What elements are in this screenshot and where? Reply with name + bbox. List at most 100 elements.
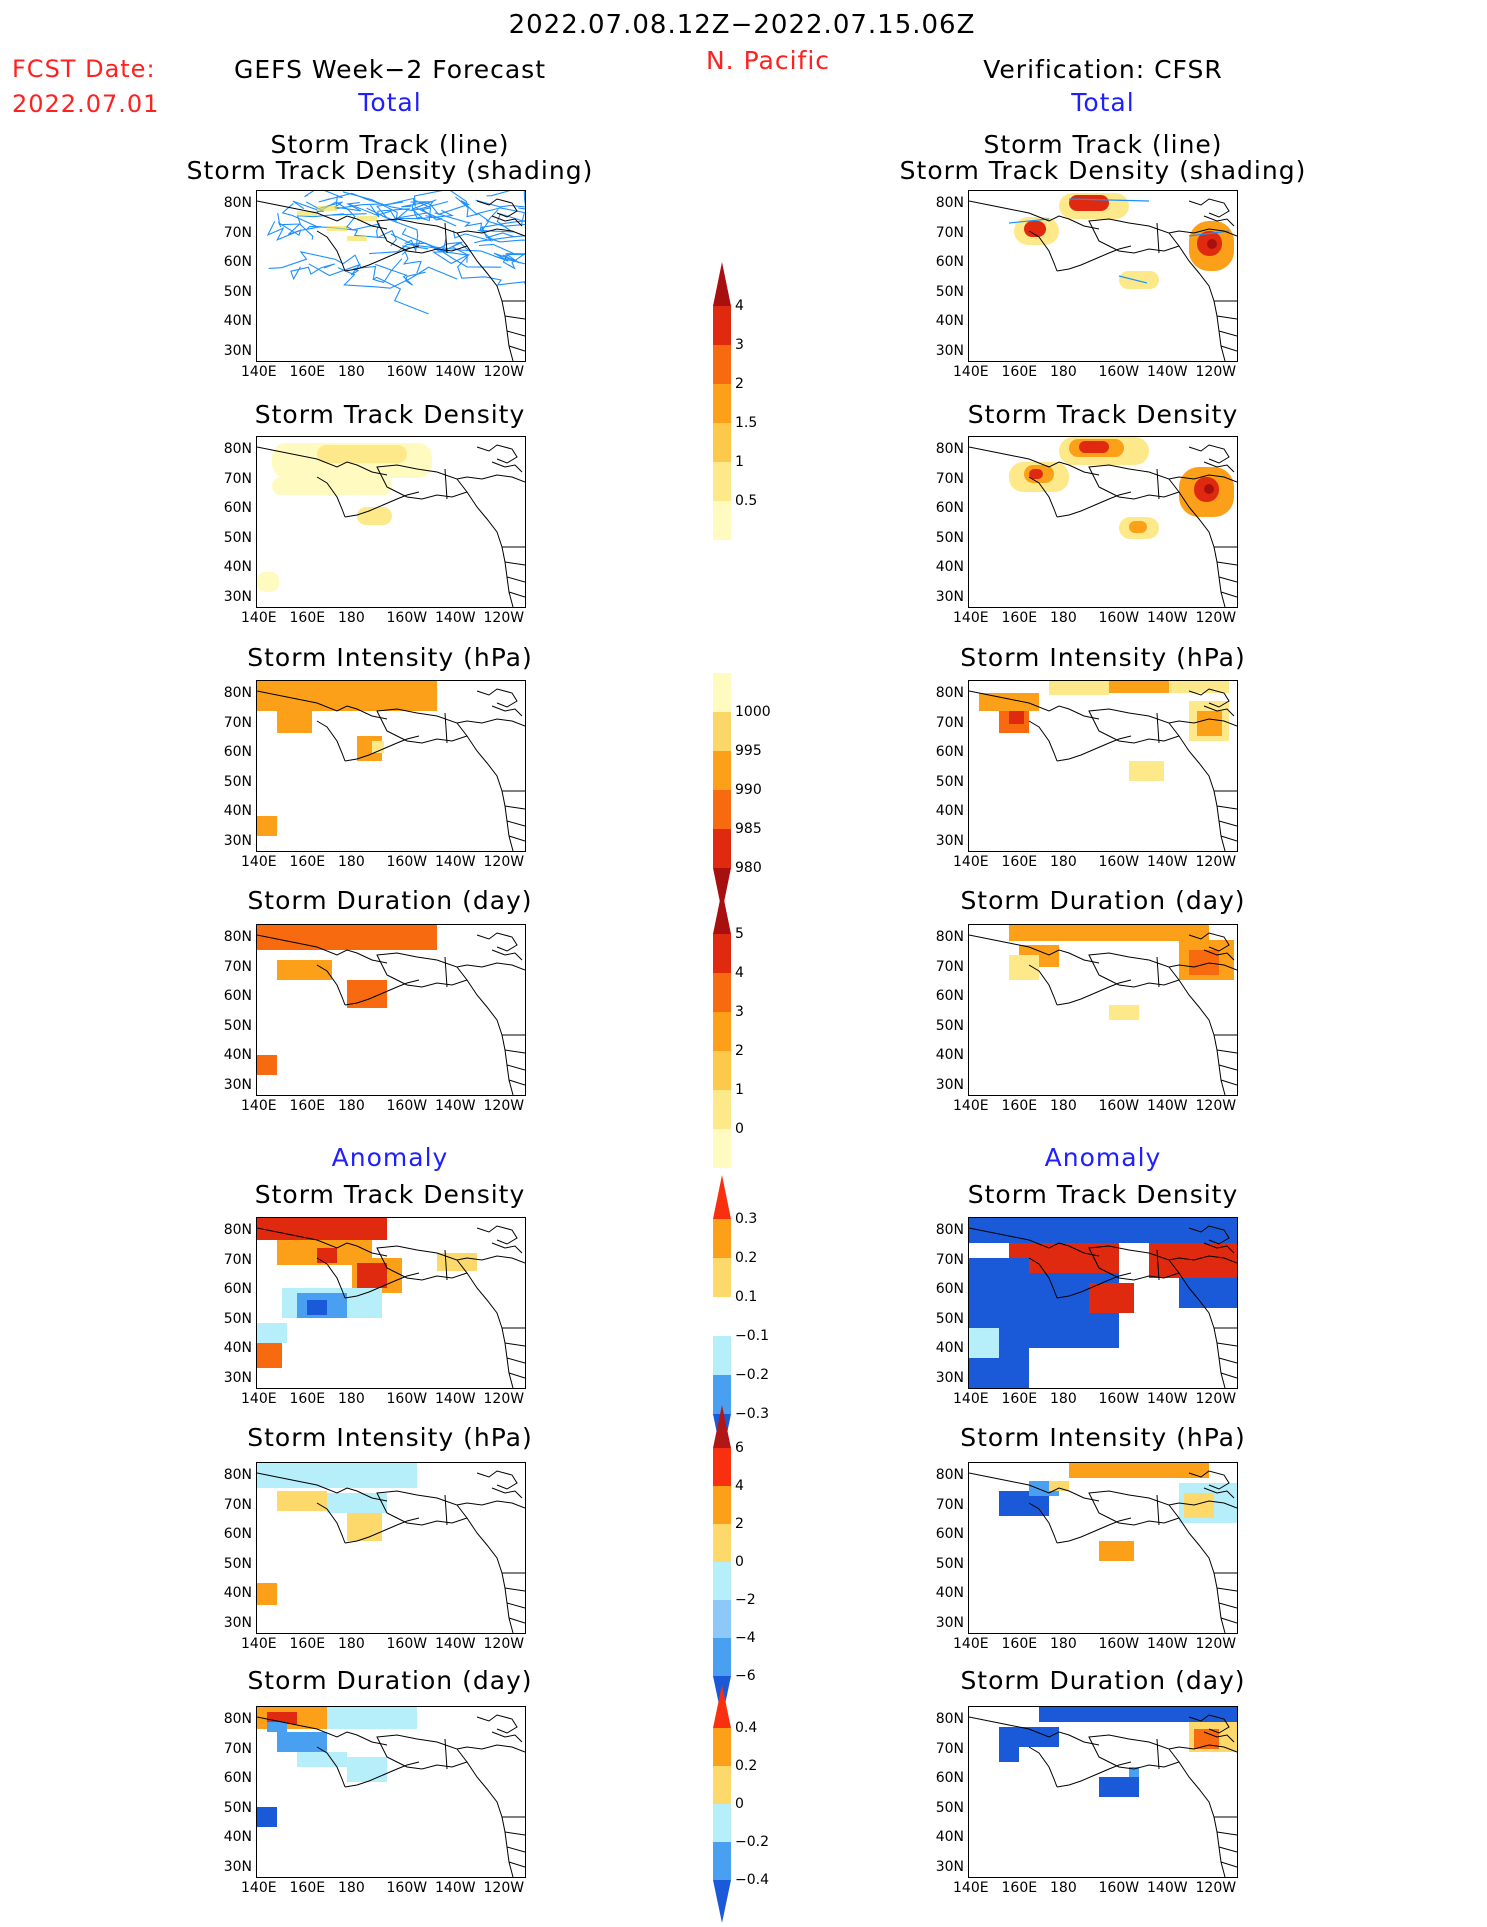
lon-label: 120W [483, 854, 525, 870]
shade-cell [1049, 1481, 1069, 1491]
colorbar-segment [713, 1804, 731, 1842]
coastline [1218, 820, 1237, 827]
coastline [1028, 720, 1058, 762]
colorbar-tick: 0.1 [735, 1289, 758, 1305]
shade-cell [257, 572, 279, 592]
coastline [1028, 230, 1058, 272]
shade-cell [257, 1463, 417, 1488]
coastline [504, 1342, 525, 1347]
lat-label: 50N [935, 1555, 964, 1572]
lon-label: 120W [1195, 610, 1237, 626]
colorbar-tick: 0 [735, 1796, 744, 1812]
shade-cell [999, 1737, 1019, 1762]
coastline [376, 1734, 468, 1770]
lon-label: 140W [1147, 1636, 1188, 1652]
coastline [444, 222, 448, 254]
lon-label: 180 [1050, 1880, 1077, 1896]
lat-label: 80N [935, 685, 964, 701]
shade-cell [1049, 681, 1109, 695]
coastline [376, 1490, 468, 1526]
coastline [969, 1227, 1100, 1257]
lon-label: 180 [1050, 1636, 1077, 1652]
lat-label: 50N [223, 1017, 252, 1034]
storm-track-line [475, 199, 525, 208]
lon-label: 120W [483, 610, 525, 626]
coastline [1056, 491, 1132, 518]
coastline [444, 1249, 448, 1281]
lat-label: 80N [223, 195, 252, 211]
lon-label: 120W [1195, 1098, 1237, 1114]
lon-label: 180 [1050, 364, 1077, 380]
lat-label: 30N [223, 1369, 252, 1386]
lon-label: 140E [241, 1636, 277, 1652]
storm-track-line [401, 228, 521, 264]
lat-label: 60N [935, 1281, 964, 1297]
colorbar-segment [713, 1685, 731, 1728]
panel-title-anom-duration-right: Storm Duration (day) [960, 1666, 1246, 1695]
lat-label: 80N [935, 929, 964, 945]
lon-label: 160W [1098, 364, 1140, 380]
shade-cell [357, 507, 392, 525]
map-panel-density-left [256, 436, 526, 608]
lon-label: 160W [1098, 1391, 1140, 1407]
lon-label: 160E [289, 1098, 326, 1114]
storm-track-line [369, 243, 502, 268]
coastline [344, 245, 420, 272]
coastline [969, 690, 1100, 720]
coastline [504, 805, 525, 810]
shade-cell [969, 1218, 1237, 1243]
coastline [1220, 591, 1237, 598]
colorbar-tick: 0 [735, 1121, 744, 1137]
left-total-label: Total [358, 88, 422, 117]
lon-label: 120W [1195, 1880, 1237, 1896]
coastline [1218, 1357, 1237, 1364]
colorbar-tick: 2 [735, 1516, 744, 1532]
lon-label: 160E [1001, 1636, 1038, 1652]
shade-cell [317, 206, 337, 211]
coastline [508, 1079, 525, 1086]
lat-label: 70N [223, 1740, 252, 1757]
coastline [1088, 952, 1180, 988]
storm-track-line [478, 243, 525, 256]
shade-cell [1169, 681, 1229, 693]
coastline [456, 474, 525, 483]
coastline [491, 1487, 523, 1499]
panel-title-anom-duration-left: Storm Duration (day) [247, 1666, 533, 1695]
coastline [1203, 461, 1235, 473]
colorbar-segment [713, 1880, 731, 1923]
lat-label: 80N [223, 685, 252, 701]
map-panel-aduration-right [968, 1706, 1238, 1878]
storm-track-line [345, 223, 397, 247]
shade-cell [1119, 271, 1159, 289]
coastline [504, 1587, 525, 1592]
lat-label: 70N [223, 224, 252, 241]
coastline [466, 735, 514, 851]
coastline [504, 315, 525, 320]
lon-label: 140E [241, 610, 277, 626]
shade-cell [1149, 1243, 1237, 1278]
coastline [1088, 1245, 1180, 1281]
map-panel-duration-left [256, 924, 526, 1096]
lon-label: 160W [386, 610, 428, 626]
coastline [508, 835, 525, 842]
colorbar-segment [713, 1336, 731, 1375]
lat-label: 50N [935, 1799, 964, 1816]
panel-title-track-line-right: Storm Track (line) [983, 130, 1223, 159]
colorbar-segment [713, 1638, 731, 1676]
storm-track-line [375, 263, 426, 286]
colorbar-tick: 4 [735, 298, 744, 314]
colorbar-tick: 0.3 [735, 1211, 758, 1227]
storm-track-line [1068, 198, 1150, 202]
lon-label: 160W [386, 1391, 428, 1407]
lon-label: 120W [483, 1636, 525, 1652]
panel-title-duration-right: Storm Duration (day) [960, 886, 1246, 915]
shade-cell [357, 216, 377, 221]
shade-cell [267, 1722, 287, 1732]
coastline [506, 1357, 525, 1364]
lat-label: 50N [223, 1555, 252, 1572]
shade-cell [297, 1752, 347, 1767]
lat-label: 70N [935, 714, 964, 731]
lon-label: 140E [241, 364, 277, 380]
colorbar-tick: 0.5 [735, 493, 758, 509]
coastline [1218, 330, 1237, 337]
